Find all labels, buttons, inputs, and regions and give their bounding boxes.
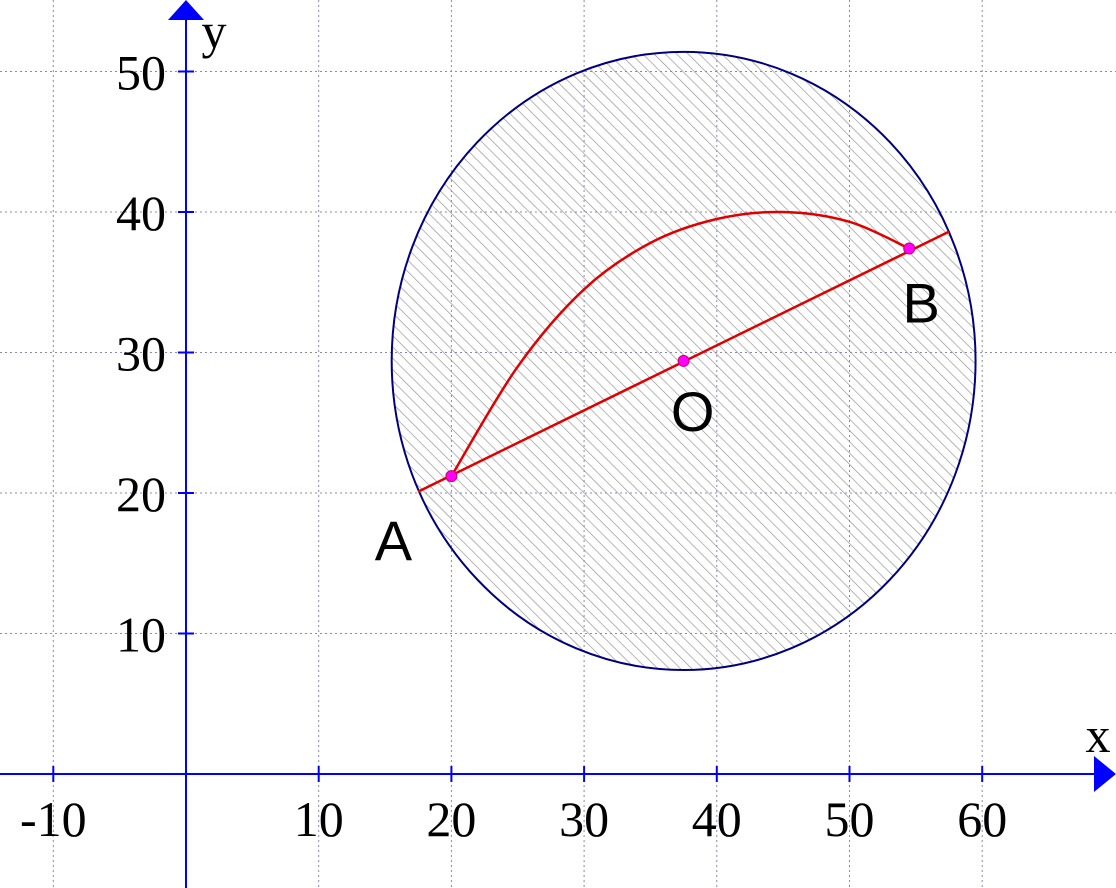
point-marks: A O B <box>375 242 940 572</box>
point-a-mark <box>445 470 458 483</box>
y-tick-label: 30 <box>116 326 166 382</box>
tick-labels: -10 10 20 30 40 50 60 10 20 30 40 50 x y <box>20 3 1111 847</box>
x-axis-arrow <box>1094 756 1116 792</box>
x-axis-label: x <box>1086 707 1111 763</box>
y-tick-label: 10 <box>116 607 166 663</box>
x-tick-label: 10 <box>294 791 344 847</box>
red-curve <box>450 210 910 477</box>
x-tick-label: 30 <box>559 791 609 847</box>
point-b-label: B <box>903 272 940 335</box>
x-tick-label: -10 <box>20 791 87 847</box>
point-b-mark <box>903 242 916 255</box>
point-o-label: O <box>671 380 715 443</box>
y-tick-label: 40 <box>116 185 166 241</box>
x-tick-label: 50 <box>825 791 875 847</box>
x-tick-label: 40 <box>692 791 742 847</box>
point-a-label: A <box>375 509 413 572</box>
x-tick-label: 20 <box>426 791 476 847</box>
x-tick-label: 60 <box>957 791 1007 847</box>
y-tick-label: 50 <box>116 45 166 101</box>
y-tick-label: 20 <box>116 466 166 522</box>
point-o-mark <box>677 354 690 367</box>
y-axis-label: y <box>202 3 227 59</box>
y-axis-arrow <box>168 0 204 20</box>
